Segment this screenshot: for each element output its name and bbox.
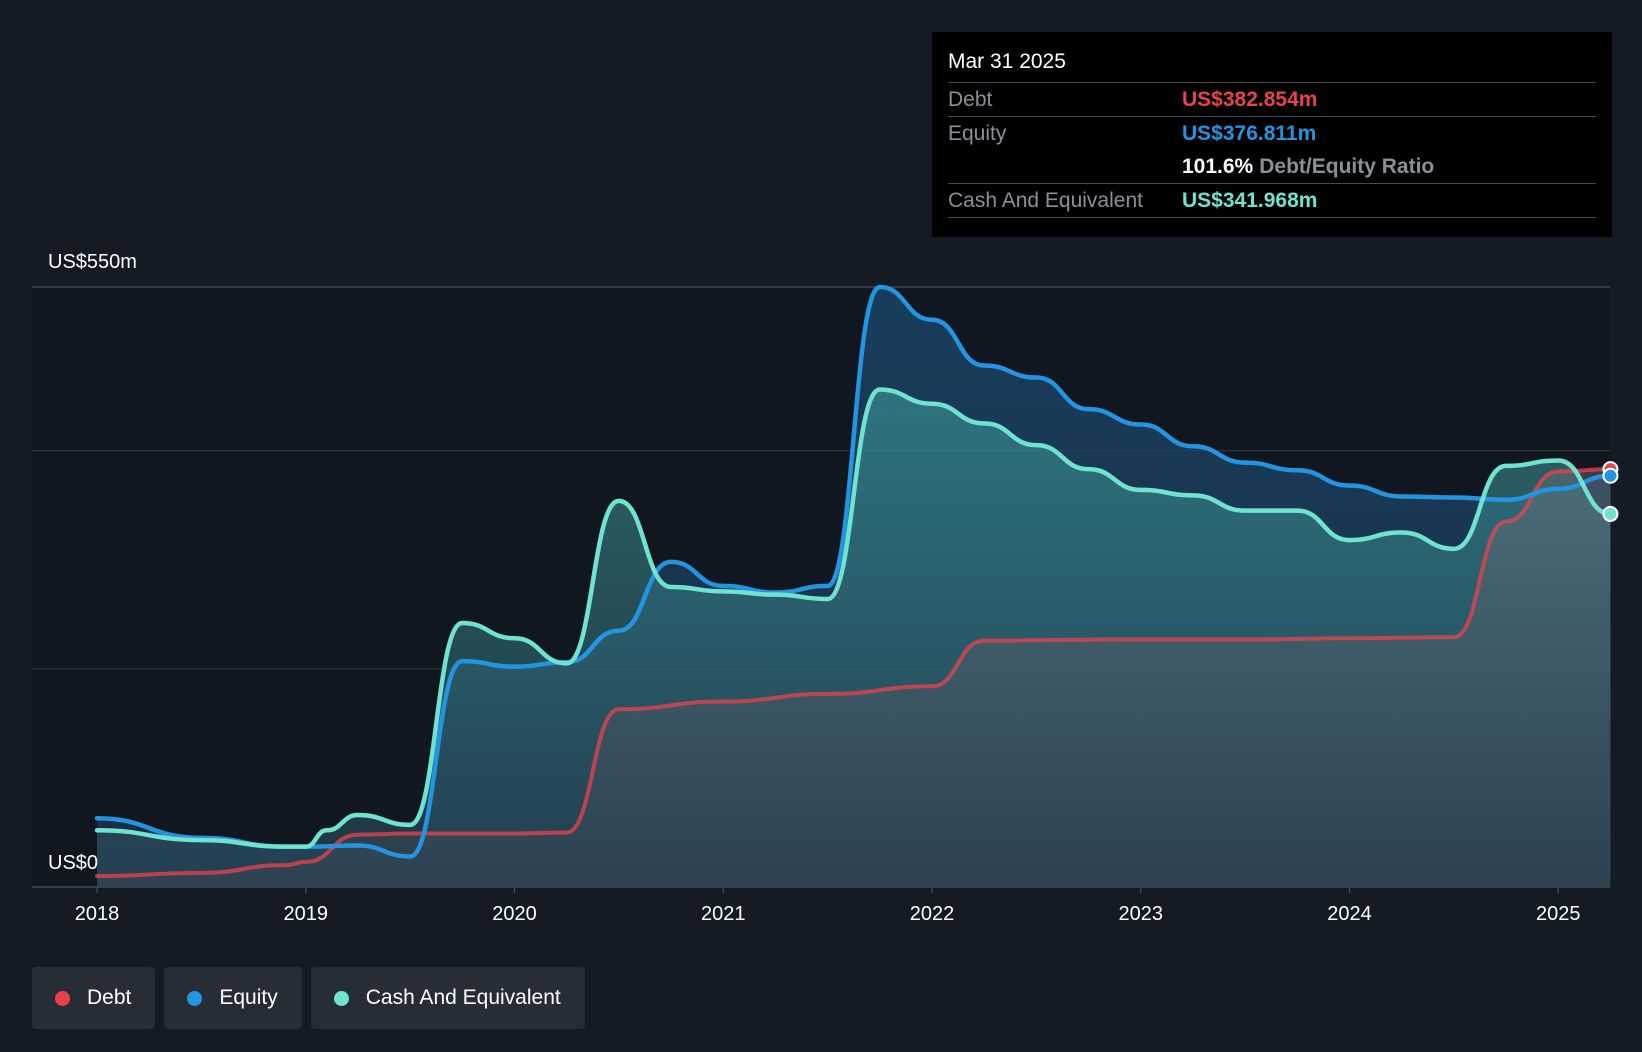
tooltip-cash-value: US$341.968m: [1182, 189, 1318, 212]
tooltip-date: Mar 31 2025: [948, 46, 1596, 83]
legend-item-equity[interactable]: Equity: [164, 967, 302, 1029]
x-axis-ticks: 2018 2019 2020 2021 2022 2023 2024 2025: [75, 887, 1581, 925]
tooltip-equity-label: Equity: [948, 122, 1007, 145]
legend-item-debt[interactable]: Debt: [32, 967, 156, 1029]
tooltip-debt-label: Debt: [948, 88, 993, 111]
series-lines: [94, 284, 1613, 879]
x-tick-label: 2022: [910, 903, 955, 925]
line-cash: [94, 387, 1613, 849]
area-debt: [97, 469, 1611, 887]
tooltip-ratio-label: Debt/Equity Ratio: [1259, 155, 1435, 178]
line-debt: [95, 467, 1613, 879]
end-markers: [1602, 461, 1619, 522]
cash-dot-icon: [333, 990, 349, 1006]
x-tick-label: 2021: [701, 903, 746, 925]
end-marker-cash: [1602, 505, 1619, 522]
debt-dot-icon: [55, 990, 70, 1006]
y-axis-top-label: US$550m: [48, 251, 137, 273]
x-tick-label: 2024: [1327, 903, 1372, 925]
legend-label-cash: Cash And Equivalent: [365, 986, 561, 1009]
tooltip-debt-value: US$382.854m: [1182, 88, 1318, 111]
legend-label-equity: Equity: [219, 986, 278, 1009]
tooltip-ratio-spacer: [948, 150, 1182, 183]
tooltip-cash-label: Cash And Equivalent: [948, 189, 1143, 212]
x-tick-label: 2020: [492, 903, 537, 925]
legend-item-cash[interactable]: Cash And Equivalent: [310, 967, 585, 1029]
tooltip-panel: Mar 31 2025 Debt US$382.854m Equity US$3…: [932, 32, 1612, 237]
equity-dot-icon: [187, 990, 203, 1006]
legend: Debt Equity Cash And Equivalent: [32, 967, 585, 1029]
tooltip-ratio-value: 101.6%: [1182, 155, 1254, 178]
tooltip-row-cash: Cash And Equivalent US$341.968m: [948, 184, 1596, 218]
end-marker-equity: [1602, 467, 1619, 484]
legend-label-debt: Debt: [87, 986, 132, 1009]
series-areas: [97, 287, 1611, 887]
tooltip-row-equity: Equity US$376.811m: [948, 117, 1596, 150]
x-tick-label: 2019: [284, 903, 329, 925]
tooltip-equity-value: US$376.811m: [1182, 122, 1317, 145]
x-tick-label: 2023: [1119, 903, 1164, 925]
tooltip-row-ratio: 101.6% Debt/Equity Ratio: [948, 150, 1596, 184]
tooltip-row-debt: Debt US$382.854m: [948, 83, 1596, 117]
x-tick-label: 2018: [75, 903, 120, 925]
x-tick-label: 2025: [1536, 903, 1581, 925]
y-axis-bottom-label: US$0: [48, 852, 99, 874]
line-equity: [94, 284, 1613, 859]
